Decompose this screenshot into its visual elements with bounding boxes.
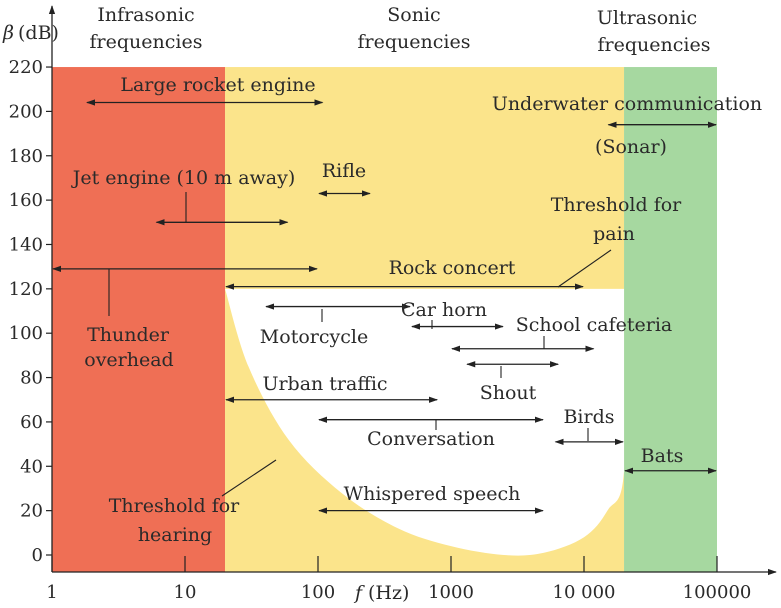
y-tick-label: 160: [9, 190, 43, 211]
overhead-label: overhead: [84, 349, 173, 371]
conversation-label: Conversation: [367, 428, 495, 450]
y-tick-label: 180: [9, 146, 43, 167]
y-axis-unit: (dB): [18, 22, 59, 44]
threshold-pain-label-line2: pain: [593, 223, 635, 245]
underwater-communication-label: Underwater communication: [492, 93, 762, 115]
threshold-pain-label: Threshold for: [551, 194, 682, 216]
y-tick-label: 0: [32, 545, 43, 566]
shout: Shout: [466, 361, 560, 404]
x-tick-label: 1: [46, 582, 57, 603]
ultrasonic-region: [624, 67, 717, 572]
jet-engine-label: Jet engine (10 m away): [71, 167, 296, 189]
x-axis-unit: (Hz): [368, 582, 409, 604]
threshold-hearing-leader: [221, 459, 277, 497]
ultrasonic-heading-line2: frequencies: [598, 34, 711, 56]
large-rocket-engine-label: Large rocket engine: [120, 74, 315, 96]
threshold-hearing-label: Threshold for: [109, 495, 240, 517]
y-tick-label: 100: [9, 323, 43, 344]
x-tick-label: 10 000: [553, 582, 616, 603]
threshold-for-hearing: Threshold for hearing: [109, 459, 277, 546]
y-axis-symbol: β: [2, 22, 14, 44]
motorcycle: Motorcycle: [260, 303, 411, 348]
rock-concert: Rock concert: [225, 257, 584, 290]
school-cafeteria: School cafeteria: [451, 314, 673, 352]
infrasonic-heading: Infrasonic: [97, 4, 194, 26]
whispered-speech: Whispered speech: [318, 483, 544, 514]
car-horn: Car horn: [401, 299, 504, 330]
y-tick-label: 60: [20, 412, 43, 433]
x-tick-label: 10: [174, 582, 197, 603]
y-tick-label: 120: [9, 279, 43, 300]
x-axis-symbol: f: [353, 582, 365, 604]
x-axis-ticks: 1 10 100 1000 10 000 100000: [46, 556, 751, 603]
sonic-heading-line2: frequencies: [358, 31, 471, 53]
threshold-hearing-label-line2: hearing: [138, 524, 212, 546]
birds-label: Birds: [563, 406, 614, 428]
bats: Bats: [624, 445, 717, 474]
y-tick-label: 200: [9, 101, 43, 122]
threshold-pain-leader: [557, 249, 612, 288]
car-horn-label: Car horn: [401, 299, 487, 321]
infrasonic-region: [52, 67, 226, 572]
rifle: Rifle: [318, 160, 371, 197]
x-tick-label: 1000: [428, 582, 474, 603]
ultrasonic-heading: Ultrasonic: [597, 7, 697, 29]
sonar-label: (Sonar): [595, 136, 667, 158]
whispered-speech-label: Whispered speech: [344, 483, 521, 505]
x-tick-label: 100000: [683, 582, 752, 603]
y-tick-label: 40: [20, 456, 43, 477]
underwater-communication: Underwater communication (Sonar): [492, 93, 762, 158]
shout-label: Shout: [480, 382, 537, 404]
y-axis-ticks: 0 20 40 60 80 100 120 140 160 180 200 220: [9, 57, 52, 566]
y-tick-label: 220: [9, 57, 43, 78]
rifle-label: Rifle: [322, 160, 366, 182]
urban-traffic-label: Urban traffic: [262, 373, 387, 395]
bats-label: Bats: [641, 445, 684, 467]
y-tick-label: 20: [20, 501, 43, 522]
motorcycle-label: Motorcycle: [260, 326, 368, 348]
infrasonic-heading-line2: frequencies: [90, 31, 203, 53]
urban-traffic: Urban traffic: [225, 373, 439, 403]
y-tick-label: 80: [20, 368, 43, 389]
large-rocket-engine: Large rocket engine: [86, 74, 324, 106]
threshold-for-pain: Threshold for pain: [551, 194, 682, 288]
jet-engine: Jet engine (10 m away): [71, 167, 296, 226]
y-tick-label: 140: [9, 234, 43, 255]
rock-concert-label: Rock concert: [389, 257, 516, 279]
conversation: Conversation: [318, 416, 544, 450]
thunder-overhead: Thunder overhead: [52, 265, 318, 371]
birds: Birds: [554, 406, 624, 446]
x-tick-label: 100: [301, 582, 335, 603]
sonic-heading: Sonic: [387, 4, 440, 26]
school-cafeteria-label: School cafeteria: [516, 314, 673, 336]
thunder-label: Thunder: [87, 324, 170, 346]
